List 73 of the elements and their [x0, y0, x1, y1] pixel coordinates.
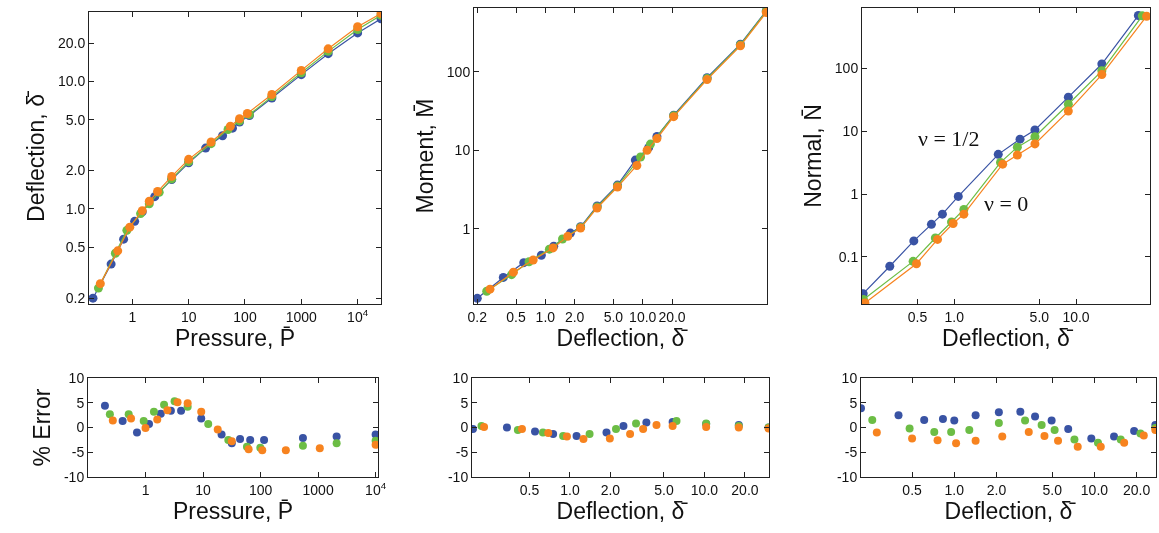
y-tick-label: 5 [76, 394, 85, 411]
x-axis-title: Pressure, P̄ [174, 325, 296, 352]
x-tick-label: 0.5 [907, 308, 928, 325]
y-axis-title: Deflection, δ̄ [23, 90, 50, 222]
x-tick-label: 0.5 [519, 481, 540, 498]
x-tick-label: 1.0 [944, 308, 965, 325]
y-tick-label: 1 [850, 186, 859, 203]
y-tick-label: 1 [462, 220, 471, 237]
x-tick-label: 10$^{4}$ [347, 306, 369, 325]
y-tick-label: 0 [76, 419, 85, 436]
x-tick-label: 1000 [285, 308, 318, 325]
x-tick-label: 10 [180, 308, 197, 325]
y-tick-label: 2.0 [65, 162, 86, 179]
x-tick-label: 20.0 [658, 308, 686, 325]
x-tick-label: 1.0 [944, 481, 965, 498]
y-tick-label: 10 [842, 123, 859, 140]
y-tick-label: 10 [452, 369, 469, 386]
x-tick-label: 0.5 [506, 308, 526, 325]
y-tick-label: 10 [68, 369, 85, 386]
x-tick-label: 100 [248, 481, 273, 498]
x-tick-label: 2.0 [564, 308, 585, 325]
y-axis-title: Moment, M̄ [412, 98, 439, 214]
y-tick-label: 5 [460, 394, 469, 411]
y-tick-label: -10 [836, 468, 858, 485]
x-tick-label: 1.0 [535, 308, 556, 325]
x-tick-label: 1 [141, 481, 150, 498]
x-tick-label: 10.0 [1080, 481, 1109, 498]
x-axis-title: Pressure, P̄ [172, 498, 294, 525]
x-tick-label: 100 [233, 308, 257, 325]
y-tick-label: 10 [454, 142, 471, 159]
x-axis-title: Deflection, δ̄ [944, 498, 1077, 525]
x-tick-label: 1 [128, 308, 137, 325]
annotation: ν = 0 [984, 191, 1029, 216]
y-axis-title: Normal, N̄ [800, 104, 827, 208]
x-tick-label: 5.0 [1042, 481, 1063, 498]
x-tick-label: 5.0 [603, 308, 624, 325]
y-tick-label: 0.2 [65, 290, 86, 307]
y-tick-label: -5 [844, 444, 858, 461]
y-tick-label: 1.0 [65, 200, 86, 217]
x-tick-label: 1000 [302, 481, 334, 498]
y-tick-label: 0 [849, 419, 858, 436]
y-tick-label: -10 [447, 468, 469, 485]
x-tick-label: 20.0 [1122, 481, 1151, 498]
annotation: ν = 1/2 [918, 126, 980, 151]
x-axis-title: Deflection, δ̄ [556, 325, 689, 352]
x-tick-label: 0.5 [902, 481, 923, 498]
y-tick-label: 0.5 [65, 239, 86, 256]
x-axis-title: Deflection, δ̄ [556, 498, 689, 525]
y-tick-label: -5 [71, 444, 85, 461]
y-tick-label: 100 [834, 60, 859, 77]
x-tick-label: 1.0 [560, 481, 580, 498]
y-tick-label: 0.1 [838, 248, 859, 265]
x-tick-label: 10.0 [690, 481, 719, 498]
x-tick-label: 10.0 [1062, 308, 1090, 325]
y-tick-label: 100 [446, 63, 471, 80]
x-tick-label: 2.0 [600, 481, 621, 498]
y-tick-label: 5.0 [65, 111, 86, 128]
y-tick-label: -10 [63, 468, 85, 485]
y-tick-label: 0 [460, 419, 469, 436]
x-tick-label: 5.0 [654, 481, 674, 498]
y-tick-label: 20.0 [57, 34, 86, 51]
x-tick-label: 10$^{4}$ [365, 479, 387, 498]
x-tick-label: 10 [195, 481, 212, 498]
y-tick-label: 10 [841, 369, 858, 386]
x-tick-label: 20.0 [731, 481, 759, 498]
y-tick-label: 5 [849, 394, 858, 411]
y-tick-label: 10.0 [57, 73, 86, 90]
x-tick-label: 5.0 [1029, 308, 1050, 325]
y-tick-label: -5 [455, 444, 469, 461]
x-tick-label: 2.0 [986, 481, 1007, 498]
y-axis-title: % Error [29, 388, 56, 467]
x-tick-label: 10.0 [629, 308, 657, 325]
x-axis-title: Deflection, δ̄ [942, 325, 1074, 352]
